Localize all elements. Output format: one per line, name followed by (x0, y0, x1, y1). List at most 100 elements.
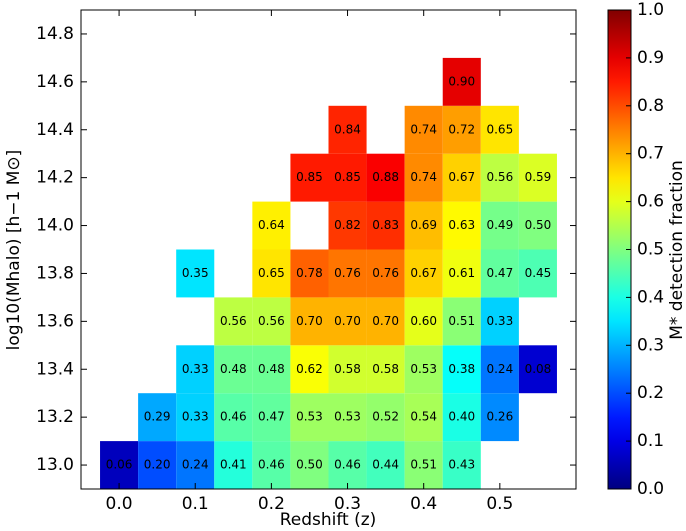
cell-label: 0.72 (448, 122, 475, 136)
heatmap-cell (290, 153, 329, 202)
heatmap-cell (366, 441, 405, 489)
cell-label: 0.50 (296, 458, 323, 472)
cell-label: 0.67 (410, 266, 437, 280)
y-tick-label: 14.0 (36, 216, 74, 236)
cell-label: 0.24 (182, 458, 209, 472)
cell-label: 0.65 (258, 266, 285, 280)
cell-label: 0.58 (334, 362, 361, 376)
cell-label: 0.46 (334, 458, 361, 472)
x-axis-label: Redshift (z) (280, 510, 377, 530)
heatmap-cell (252, 441, 291, 489)
y-tick-label: 14.2 (36, 168, 74, 188)
heatmap-cell (214, 441, 253, 489)
cell-label: 0.47 (486, 266, 513, 280)
heatmap-cell (480, 201, 519, 250)
y-tick-label: 13.0 (36, 455, 74, 475)
cell-label: 0.20 (144, 458, 171, 472)
heatmap-cell (442, 153, 481, 202)
x-tick-label: 0.2 (258, 494, 285, 514)
heatmap-cell (328, 249, 367, 298)
heatmap-cell (328, 105, 367, 154)
cell-label: 0.24 (486, 362, 513, 376)
heatmap-cell (366, 297, 405, 346)
cell-label: 0.74 (410, 122, 437, 136)
heatmap-cell (214, 345, 253, 394)
cell-label: 0.61 (448, 266, 475, 280)
heatmap-cell (404, 249, 443, 298)
cell-label: 0.47 (258, 410, 285, 424)
cell-label: 0.84 (334, 122, 361, 136)
cell-label: 0.06 (106, 458, 133, 472)
cell-label: 0.40 (448, 410, 475, 424)
colorbar-tick-label: 0.7 (637, 144, 664, 164)
heatmap-cell (252, 297, 291, 346)
heatmap-cell (404, 345, 443, 394)
cell-label: 0.62 (296, 362, 323, 376)
heatmap-cell (214, 297, 253, 346)
cell-label: 0.82 (334, 218, 361, 232)
plot-frame (80, 9, 577, 490)
colorbar-tick-label: 0.3 (637, 335, 664, 355)
heatmap-cell (138, 393, 177, 442)
cell-label: 0.35 (182, 266, 209, 280)
heatmap-cell (442, 441, 481, 489)
cell-label: 0.90 (448, 74, 475, 88)
cell-label: 0.56 (486, 170, 513, 184)
heatmap-cell (328, 153, 367, 202)
heatmap-cell (442, 297, 481, 346)
colorbar-tick-label: 0.1 (637, 431, 664, 451)
heatmap-cell (366, 249, 405, 298)
cell-label: 0.83 (372, 218, 399, 232)
cell-label: 0.59 (525, 170, 552, 184)
heatmap-cell (290, 393, 329, 442)
heatmap-cell (252, 393, 291, 442)
cell-label: 0.48 (220, 362, 247, 376)
heatmap-cell (252, 249, 291, 298)
cell-label: 0.08 (525, 362, 552, 376)
y-tick-label: 14.6 (36, 72, 74, 92)
cell-label: 0.70 (334, 314, 361, 328)
heatmap-cell (138, 441, 177, 489)
colorbar-tick-label: 0.5 (637, 240, 664, 260)
colorbar-tick-label: 0.0 (637, 479, 664, 499)
x-tick-label: 0.0 (106, 494, 133, 514)
heatmap-cell (480, 249, 519, 298)
heatmap-cell (252, 345, 291, 394)
cell-label: 0.67 (448, 170, 475, 184)
heatmap-cell (480, 297, 519, 346)
cell-label: 0.43 (448, 458, 475, 472)
heatmap-cell (480, 153, 519, 202)
heatmap-cell (290, 297, 329, 346)
cell-label: 0.51 (448, 314, 475, 328)
cell-label: 0.41 (220, 458, 247, 472)
heatmap-cell (366, 345, 405, 394)
cell-label: 0.56 (220, 314, 247, 328)
cell-label: 0.64 (258, 218, 285, 232)
cell-label: 0.33 (182, 362, 209, 376)
heatmap-cell (404, 201, 443, 250)
cell-label: 0.60 (410, 314, 437, 328)
cell-label: 0.65 (486, 122, 513, 136)
colorbar-tick-label: 0.8 (637, 96, 664, 116)
heatmap-cell (480, 105, 519, 154)
heatmap-cell (366, 393, 405, 442)
heatmap-cell (404, 105, 443, 154)
x-tick-label: 0.3 (334, 494, 361, 514)
y-axis-label: log10(Mhalo) [h−1 M⊙] (4, 150, 24, 351)
cell-label: 0.38 (448, 362, 475, 376)
cell-label: 0.85 (296, 170, 323, 184)
cell-label: 0.58 (372, 362, 399, 376)
cell-label: 0.53 (296, 410, 323, 424)
cell-label: 0.51 (410, 458, 437, 472)
heatmap-cell (480, 345, 519, 394)
cell-label: 0.70 (296, 314, 323, 328)
heatmap-cell (176, 441, 215, 489)
heatmap-cell (366, 201, 405, 250)
heatmap-cell (366, 153, 405, 202)
heatmap-cell (442, 201, 481, 250)
heatmap-cell (518, 345, 557, 394)
heatmap-cell (290, 441, 329, 489)
cell-label: 0.46 (220, 410, 247, 424)
colorbar-tick-label: 0.6 (637, 192, 664, 212)
cell-label: 0.54 (410, 410, 437, 424)
